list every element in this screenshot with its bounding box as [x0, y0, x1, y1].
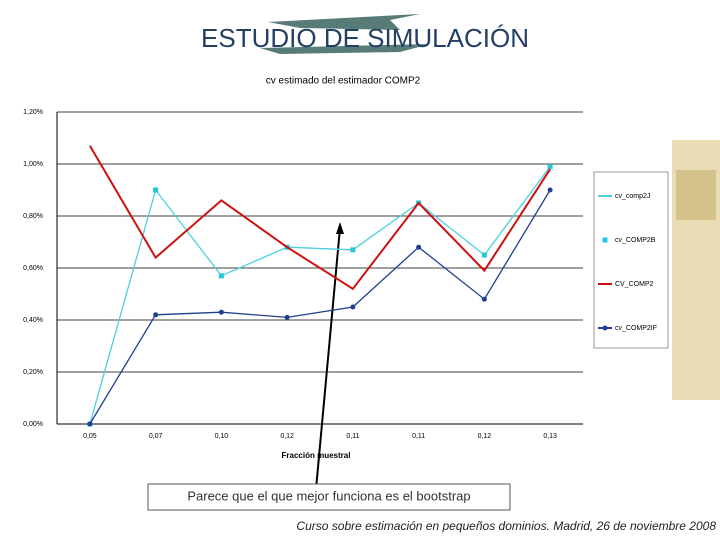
x-tick-label: 0,13	[543, 433, 557, 440]
marker	[218, 273, 224, 279]
y-tick-label: 0,40%	[23, 317, 43, 324]
slide-title: ESTUDIO DE SIMULACIÓN	[201, 23, 529, 53]
y-tick-label: 0,80%	[23, 213, 43, 220]
legend-label: cv_comp2J	[615, 193, 650, 200]
footer: Curso sobre estimación en pequeños domin…	[296, 519, 716, 533]
legend-swatch	[602, 237, 608, 243]
y-tick-label: 0,00%	[23, 421, 43, 428]
x-tick-label: 0,12	[280, 433, 294, 440]
x-tick-label: 0,07	[149, 433, 163, 440]
marker	[547, 187, 553, 193]
x-tick-label: 0,12	[478, 433, 492, 440]
series-line	[89, 189, 551, 425]
marker	[416, 244, 422, 250]
marker	[481, 252, 487, 258]
marker	[350, 247, 356, 253]
y-tick-label: 0,60%	[23, 265, 43, 272]
marker	[350, 304, 356, 310]
x-axis-label: Fracción muestral	[282, 451, 351, 460]
arrow-head	[336, 222, 344, 234]
series-line	[89, 166, 551, 425]
y-tick-label: 0,20%	[23, 369, 43, 376]
marker	[153, 187, 159, 193]
legend-label: cv_COMP2B	[615, 237, 656, 244]
marker	[284, 314, 290, 320]
marker	[481, 296, 487, 302]
note-box	[147, 483, 511, 511]
chart-title: cv estimado del estimador COMP2	[266, 76, 421, 87]
marker	[87, 421, 93, 427]
marker	[153, 312, 159, 318]
legend-label: CV_COMP2	[615, 281, 654, 288]
x-tick-label: 0,10	[215, 433, 229, 440]
legend-swatch	[602, 325, 608, 331]
arrow	[314, 227, 341, 501]
series-line	[89, 145, 551, 291]
marker	[218, 309, 224, 315]
legend-label: cv_COMP2IF	[615, 325, 657, 332]
x-tick-label: 0,11	[412, 433, 425, 440]
title-decoration	[268, 14, 420, 30]
y-tick-label: 1,20%	[23, 109, 43, 116]
side-image-logo	[676, 170, 716, 220]
plot: 0,00% 0,20% 0,40% 0,60% 0,80% 1,00% 1,20% 0,05 0…	[23, 109, 657, 440]
y-tick-label: 1,00%	[23, 161, 43, 168]
legend	[593, 171, 669, 349]
marker	[547, 164, 553, 170]
title-decoration	[260, 44, 430, 54]
note: Parece que el que mejor funciona es el b…	[187, 488, 470, 503]
x-tick-label: 0,05	[83, 433, 97, 440]
x-tick-label: 0,11	[346, 433, 359, 440]
